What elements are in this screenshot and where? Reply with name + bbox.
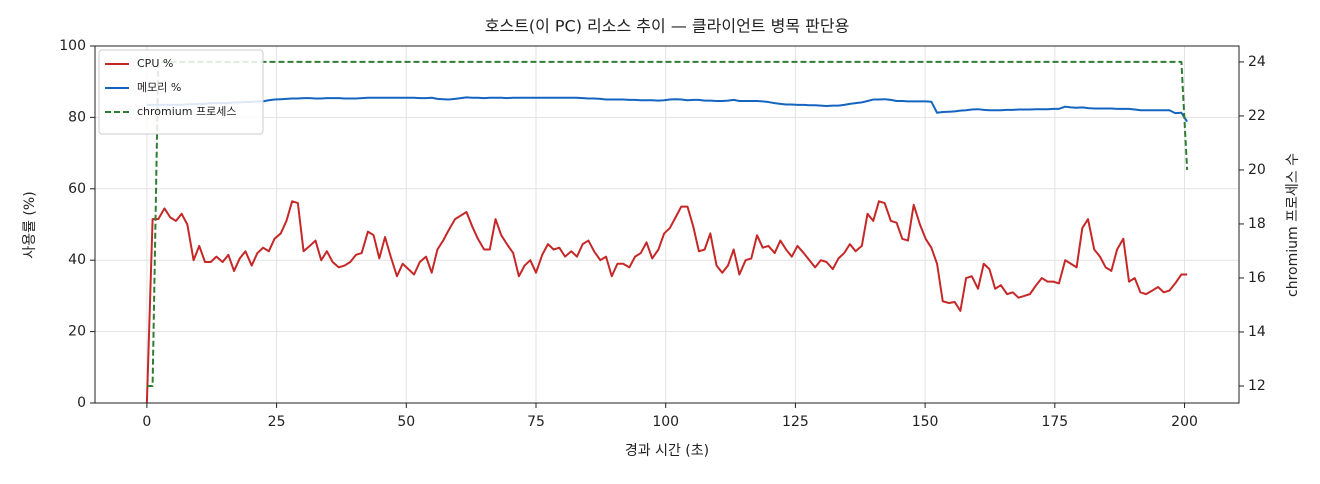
series-line bbox=[146, 60, 1189, 387]
y-tick-label: 60 bbox=[68, 181, 86, 197]
x-tick-label: 50 bbox=[397, 414, 415, 430]
legend: CPU % 메모리 % chromium 프로세스 bbox=[98, 49, 264, 135]
y2-tick-label: 20 bbox=[1248, 162, 1266, 178]
x-tick-label: 25 bbox=[268, 414, 286, 430]
x-tick-label: 200 bbox=[1171, 414, 1198, 430]
x-tick-label: 125 bbox=[782, 414, 809, 430]
y2-axis-label: chromium 프로세스 수 bbox=[1285, 153, 1301, 297]
y2-tick-label: 18 bbox=[1248, 216, 1266, 232]
x-tick-label: 0 bbox=[142, 414, 151, 430]
legend-box bbox=[98, 49, 264, 135]
x-axis-label: 경과 시간 (초) bbox=[625, 443, 709, 459]
x-tick-label: 75 bbox=[527, 414, 545, 430]
x-tick-label: 100 bbox=[652, 414, 679, 430]
y-tick-label: 0 bbox=[77, 395, 86, 411]
legend-label: chromium 프로세스 bbox=[137, 105, 236, 118]
y2-tick-label: 16 bbox=[1248, 270, 1266, 286]
y2-tick-label: 22 bbox=[1248, 108, 1266, 124]
y-tick-label: 80 bbox=[68, 109, 86, 125]
x-tick-label: 150 bbox=[912, 414, 939, 430]
y-axis-label: 사용률 (%) bbox=[22, 191, 38, 258]
chart-title: 호스트(이 PC) 리소스 추이 — 클라이언트 병목 판단용 bbox=[485, 17, 850, 36]
y-tick-label: 40 bbox=[68, 252, 86, 268]
y-tick-label: 20 bbox=[68, 324, 86, 340]
x-tick-label: 175 bbox=[1041, 414, 1068, 430]
legend-label: CPU % bbox=[137, 57, 173, 70]
y2-tick-label: 24 bbox=[1248, 54, 1266, 70]
legend-label: 메모리 % bbox=[137, 81, 181, 94]
plot-frame bbox=[94, 45, 1240, 404]
y2-tick-label: 14 bbox=[1248, 324, 1266, 340]
series-line bbox=[146, 96, 1188, 123]
y-tick-label: 100 bbox=[59, 38, 86, 54]
series-line bbox=[145, 200, 1188, 404]
y2-tick-label: 12 bbox=[1248, 378, 1266, 394]
